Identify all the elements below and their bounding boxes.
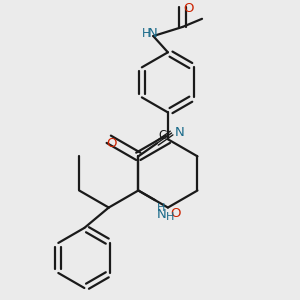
Text: H: H [157, 203, 165, 213]
Text: H: H [142, 27, 151, 40]
Text: N: N [157, 208, 166, 221]
Text: O: O [183, 2, 194, 15]
Text: O: O [170, 207, 180, 220]
Text: O: O [106, 137, 116, 150]
Text: N: N [175, 125, 184, 139]
Text: C: C [159, 129, 167, 142]
Text: N: N [148, 27, 158, 40]
Text: H: H [166, 212, 175, 222]
